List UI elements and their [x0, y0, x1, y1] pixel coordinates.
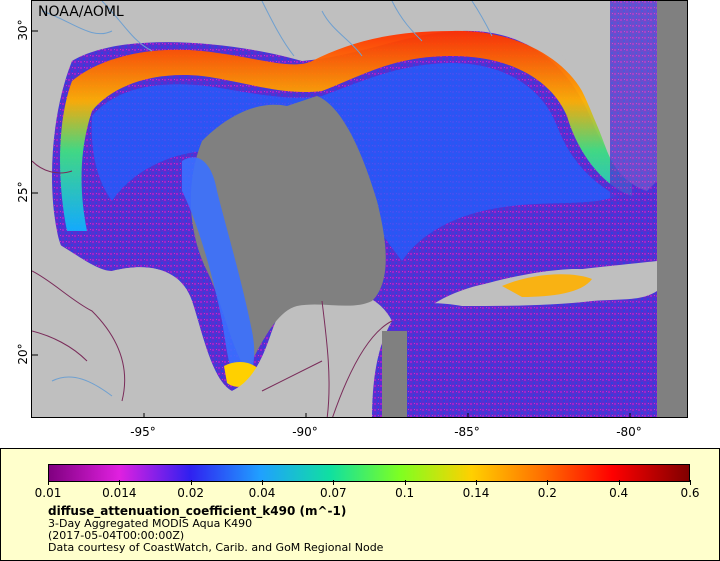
lon-label-85: -85° — [454, 425, 480, 439]
legend-title: diffuse_attenuation_coefficient_k490 (m^… — [48, 504, 347, 518]
colorbar-tick-label: 0.01 — [34, 486, 62, 500]
colorbar-tick-mark — [190, 480, 192, 485]
colorbar-tick-label: 0.2 — [537, 486, 557, 500]
colorbar-tick-label: 0.6 — [680, 486, 700, 500]
atlantic-nodata — [657, 1, 687, 417]
graticule-ticks — [32, 30, 631, 417]
colorbar-tick-mark — [690, 480, 691, 485]
colorbar-tick-mark — [262, 480, 263, 485]
campeche-plume — [182, 157, 255, 386]
colorbar-tick-mark — [333, 480, 335, 485]
central-america-nodata — [382, 331, 407, 417]
lat-label-30: 30° — [16, 19, 30, 41]
lat-label-20: 20° — [16, 343, 30, 365]
cuba-turbid-coast — [502, 274, 592, 297]
colorbar-tick-mark — [547, 480, 549, 485]
caribbean-water — [372, 291, 657, 417]
political-borders — [32, 160, 393, 417]
lon-label-90: -90° — [292, 425, 318, 439]
k490-map — [32, 1, 687, 417]
lat-label-25: 25° — [16, 181, 30, 203]
colorbar-tick-mark — [48, 480, 49, 485]
colorbar-tick-label: 0.14 — [462, 486, 490, 500]
colorbar-tick-label: 0.04 — [248, 486, 276, 500]
atlantic-strip — [610, 1, 657, 201]
colorbar-tick-label: 0.02 — [177, 486, 205, 500]
colorbar-gradient — [49, 465, 689, 481]
legend-panel: 0.01 0.014 0.02 0.04 0.07 0.1 0.14 0.2 0.4 0.6 di… — [0, 448, 720, 561]
colorbar-tick-mark — [618, 480, 620, 485]
colorbar — [48, 464, 690, 482]
rivers — [41, 1, 493, 397]
colorbar-tick-label: 0.1 — [395, 486, 415, 500]
legend-line-1: 3-Day Aggregated MODIS Aqua K490 — [48, 517, 253, 530]
colorbar-tick-mark — [404, 480, 406, 485]
legend-line-2: (2017-05-04T00:00:00Z) — [48, 529, 185, 542]
colorbar-tick-label: 0.4 — [609, 486, 629, 500]
colorbar-tick-mark — [119, 480, 121, 485]
lon-label-95: -95° — [130, 425, 156, 439]
legend-line-3: Data courtesy of CoastWatch, Carib. and … — [48, 541, 384, 554]
lon-label-80: -80° — [616, 425, 642, 439]
map-credit: NOAA/AOML — [38, 4, 124, 20]
map-panel: NOAA/AOML — [31, 0, 688, 418]
colorbar-tick-label: 0.014 — [102, 486, 137, 500]
northern-coast-band — [60, 30, 632, 231]
colorbar-tick-label: 0.07 — [319, 486, 347, 500]
mexico-land — [32, 231, 292, 417]
colorbar-tick-mark — [476, 480, 477, 485]
